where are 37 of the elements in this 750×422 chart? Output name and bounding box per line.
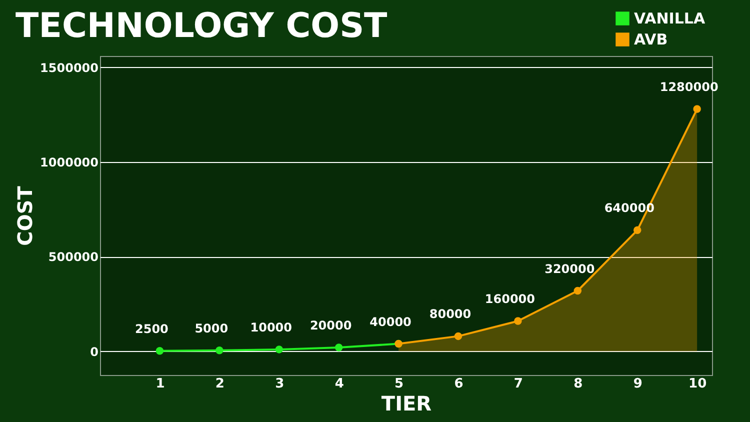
data-label: 20000 xyxy=(310,318,352,333)
x-tick-label: 4 xyxy=(334,376,344,392)
data-label: 40000 xyxy=(370,314,412,329)
x-tick-label: 9 xyxy=(633,376,642,392)
y-tick-label: 1500000 xyxy=(40,60,98,75)
y-tick-label: 1000000 xyxy=(40,156,98,170)
data-label: 160000 xyxy=(484,292,536,306)
x-tick-label: 8 xyxy=(574,376,583,392)
x-tick-label: 5 xyxy=(394,376,404,392)
data-label: 2500 xyxy=(135,322,168,336)
point xyxy=(633,226,642,234)
point xyxy=(454,332,462,340)
y-tick-label: 0 xyxy=(90,344,98,359)
data-label: 320000 xyxy=(544,262,595,276)
legend-label: VANILLA xyxy=(634,10,706,28)
x-axis-title: TIER xyxy=(381,392,432,416)
data-label: 1280000 xyxy=(660,80,718,94)
point xyxy=(574,286,582,295)
x-tick-label: 2 xyxy=(215,376,224,392)
legend-label: AVB xyxy=(634,30,668,48)
chart-title: TECHNOLOGY COST xyxy=(16,6,388,46)
point xyxy=(334,344,343,352)
point xyxy=(216,346,224,354)
point xyxy=(693,105,701,113)
y-axis-title: COST xyxy=(13,186,38,246)
point xyxy=(275,346,283,354)
x-tick-label: 1 xyxy=(156,376,165,392)
data-label: 5000 xyxy=(194,321,228,336)
data-label: 80000 xyxy=(429,307,472,322)
point xyxy=(514,317,522,325)
y-tick-label: 500000 xyxy=(48,250,98,264)
x-tick-label: 10 xyxy=(688,376,707,392)
x-tick-label: 7 xyxy=(514,376,523,392)
data-label: 10000 xyxy=(250,320,292,334)
point xyxy=(156,346,164,355)
x-tick-label: 6 xyxy=(454,376,464,392)
x-tick-label: 3 xyxy=(275,376,284,392)
